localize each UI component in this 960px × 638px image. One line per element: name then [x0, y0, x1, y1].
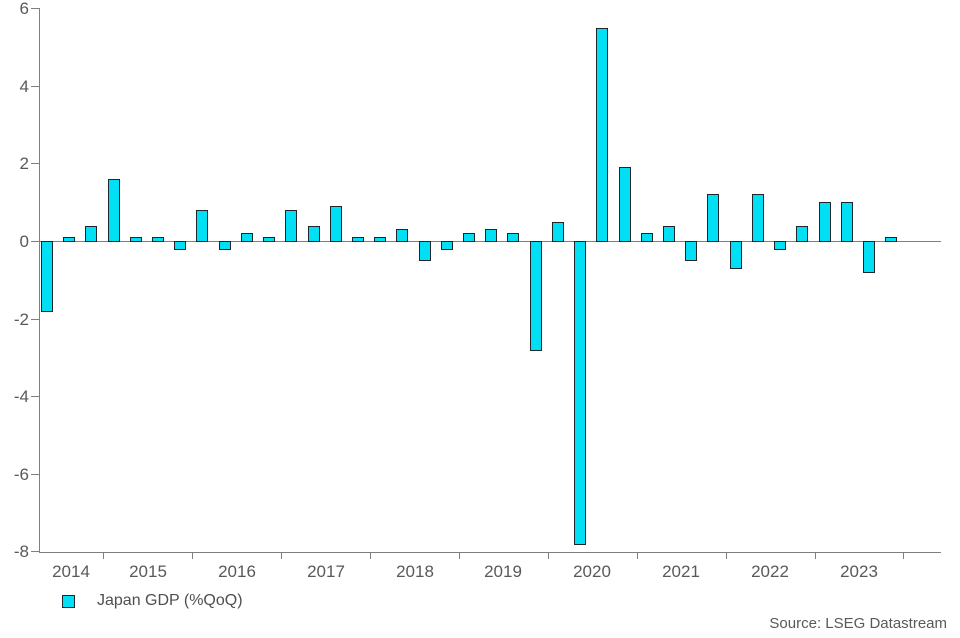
legend: Japan GDP (%QoQ): [62, 592, 243, 610]
x-tick-label: 2019: [484, 562, 522, 581]
bar: [63, 237, 75, 242]
bar: [885, 237, 898, 242]
bar: [529, 241, 542, 351]
y-tick: [31, 86, 39, 87]
x-tick-label: 2022: [751, 562, 789, 581]
y-tick-label: 4: [19, 77, 29, 96]
bar: [351, 237, 364, 242]
bar: [85, 225, 98, 242]
y-tick: [31, 319, 39, 320]
bar: [418, 241, 431, 262]
x-tick: [192, 553, 193, 559]
bar: [729, 241, 742, 270]
bar: [40, 241, 53, 312]
legend-swatch-icon: [62, 594, 75, 608]
x-tick-label: 2014: [52, 562, 90, 581]
bar: [663, 225, 675, 242]
y-tick: [31, 396, 39, 397]
bar: [551, 221, 564, 242]
x-tick: [459, 553, 460, 559]
x-tick-label: 2017: [307, 562, 345, 581]
y-tick: [31, 551, 39, 552]
x-tick-label: 2015: [129, 562, 167, 581]
bar: [818, 202, 831, 242]
bar: [507, 233, 520, 242]
bar: [129, 237, 142, 242]
bar: [396, 229, 409, 242]
x-tick-label: 2021: [662, 562, 700, 581]
bar: [796, 225, 809, 242]
x-tick: [103, 553, 104, 559]
x-axis-line: [39, 552, 941, 553]
y-tick: [31, 241, 39, 242]
bar: [440, 241, 453, 250]
bar: [218, 241, 231, 250]
y-tick-label: 6: [19, 0, 29, 18]
y-tick: [31, 163, 39, 164]
y-tick-label: -2: [13, 310, 29, 329]
x-tick-label: 2020: [573, 562, 611, 581]
bar: [463, 233, 475, 242]
y-tick-label: -4: [13, 387, 29, 406]
bar: [107, 178, 120, 242]
x-tick: [370, 553, 371, 559]
bar: [307, 225, 320, 242]
x-tick-label: 2023: [840, 562, 878, 581]
x-tick: [815, 553, 816, 559]
bar: [151, 237, 164, 242]
bar: [640, 233, 653, 242]
bar: [329, 206, 342, 242]
y-tick-label: -6: [13, 465, 29, 484]
source-text: Source: LSEG Datastream: [769, 615, 947, 632]
bar: [174, 241, 187, 250]
x-tick-label: 2016: [218, 562, 256, 581]
y-tick-label: -8: [13, 542, 29, 561]
bar: [263, 237, 275, 242]
bar: [840, 202, 853, 242]
x-tick: [637, 553, 638, 559]
y-tick-label: 0: [19, 232, 29, 251]
y-tick-label: 2: [19, 154, 29, 173]
y-tick: [31, 8, 39, 9]
y-axis-line: [39, 8, 40, 553]
x-tick: [903, 553, 904, 559]
bar: [774, 241, 787, 250]
bar: [618, 167, 631, 242]
x-tick-label: 2018: [396, 562, 434, 581]
bar: [574, 241, 587, 545]
bar: [285, 210, 298, 242]
bar: [240, 233, 253, 242]
bar: [707, 194, 720, 242]
bar: [863, 241, 875, 273]
y-tick: [31, 474, 39, 475]
bar: [596, 27, 609, 242]
bar: [374, 237, 387, 242]
x-tick: [281, 553, 282, 559]
bar: [685, 241, 698, 262]
bar: [485, 229, 498, 242]
legend-label: Japan GDP (%QoQ): [97, 592, 243, 609]
x-tick: [726, 553, 727, 559]
x-tick: [548, 553, 549, 559]
bar: [196, 210, 209, 242]
bar: [751, 194, 764, 242]
